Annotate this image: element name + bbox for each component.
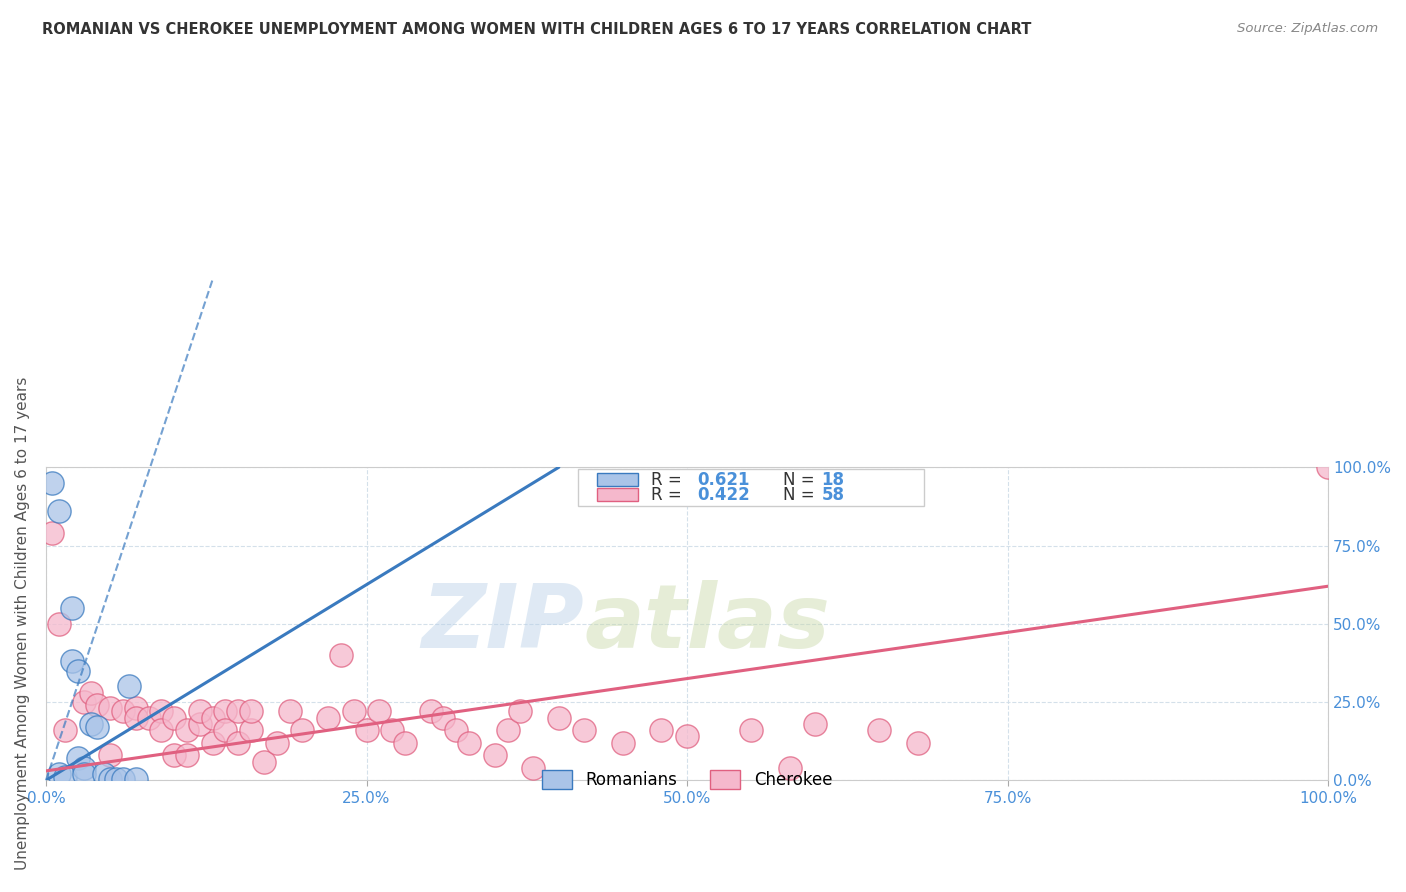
Point (650, 723, 672, 738)
Point (98, 701, 121, 715)
Point (66, 751, 89, 765)
Text: 58: 58 (821, 486, 845, 504)
Point (41, 475, 63, 490)
Point (522, 761, 544, 775)
Point (48, 616, 70, 631)
FancyBboxPatch shape (598, 488, 638, 500)
Point (740, 723, 762, 738)
Text: 0.621: 0.621 (697, 471, 749, 489)
FancyBboxPatch shape (598, 473, 638, 486)
Point (612, 736, 634, 750)
Point (868, 723, 890, 738)
Point (779, 761, 801, 775)
Point (214, 723, 236, 738)
Point (125, 772, 148, 786)
Text: R =: R = (651, 471, 688, 489)
Point (547, 711, 569, 725)
Point (266, 736, 288, 750)
Point (176, 723, 198, 738)
Point (111, 772, 134, 786)
Point (105, 772, 128, 786)
Point (240, 705, 263, 719)
Point (394, 736, 416, 750)
Text: atlas: atlas (585, 581, 831, 667)
Point (509, 705, 531, 719)
Point (484, 748, 506, 763)
Point (316, 711, 339, 725)
Point (48, 767, 70, 781)
Point (253, 755, 276, 769)
Point (381, 723, 404, 738)
Point (458, 736, 481, 750)
Point (73, 695, 96, 709)
Point (48, 504, 70, 518)
Text: N =: N = (783, 486, 820, 504)
Point (368, 705, 391, 719)
Text: ROMANIAN VS CHEROKEE UNEMPLOYMENT AMONG WOMEN WITH CHILDREN AGES 6 TO 17 YEARS C: ROMANIAN VS CHEROKEE UNEMPLOYMENT AMONG … (42, 22, 1032, 37)
Legend: Romanians, Cherokee: Romanians, Cherokee (536, 763, 839, 796)
Point (41, 526, 63, 541)
Point (356, 723, 378, 738)
Point (343, 705, 366, 719)
Point (226, 736, 249, 750)
Point (446, 723, 468, 738)
Point (496, 723, 519, 738)
Point (138, 711, 160, 725)
Point (60, 654, 83, 668)
Point (226, 705, 249, 719)
Point (53, 770, 76, 784)
Point (73, 761, 96, 775)
Point (86, 698, 108, 713)
Point (111, 705, 134, 719)
Point (163, 711, 186, 725)
Text: 18: 18 (821, 471, 845, 489)
Point (188, 705, 211, 719)
Point (73, 767, 96, 781)
Point (125, 701, 148, 715)
Point (804, 717, 827, 731)
Point (125, 711, 148, 725)
Point (60, 601, 83, 615)
Point (118, 679, 141, 693)
Point (291, 723, 314, 738)
Point (86, 720, 108, 734)
Point (163, 748, 186, 763)
FancyBboxPatch shape (578, 469, 924, 507)
Point (150, 705, 173, 719)
Text: Source: ZipAtlas.com: Source: ZipAtlas.com (1237, 22, 1378, 36)
Point (419, 705, 441, 719)
Point (66, 664, 89, 678)
Point (278, 705, 301, 719)
Y-axis label: Unemployment Among Women with Children Ages 6 to 17 years: Unemployment Among Women with Children A… (15, 377, 30, 871)
Point (432, 711, 454, 725)
Point (80, 686, 103, 700)
Point (98, 772, 121, 786)
Point (93, 767, 115, 781)
Point (98, 748, 121, 763)
Point (1317, 460, 1340, 475)
Point (80, 717, 103, 731)
Point (214, 705, 236, 719)
Point (53, 723, 76, 738)
Point (574, 723, 596, 738)
Point (676, 730, 699, 744)
Text: ZIP: ZIP (422, 581, 585, 667)
Point (176, 748, 198, 763)
Text: 0.422: 0.422 (697, 486, 749, 504)
Point (201, 736, 224, 750)
Point (907, 736, 929, 750)
Point (188, 717, 211, 731)
Point (201, 711, 224, 725)
Point (150, 723, 173, 738)
Text: N =: N = (783, 471, 820, 489)
Point (240, 723, 263, 738)
Text: R =: R = (651, 486, 688, 504)
Point (329, 648, 352, 662)
